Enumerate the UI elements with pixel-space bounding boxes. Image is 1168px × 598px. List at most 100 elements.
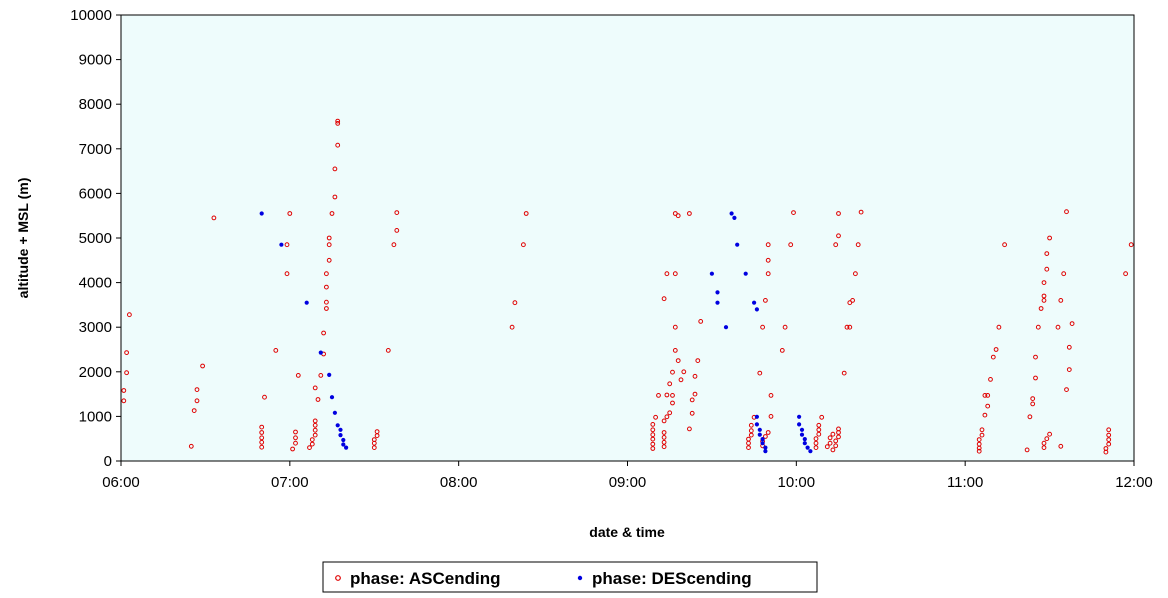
descending-point xyxy=(743,271,748,276)
ascending-point xyxy=(985,403,991,409)
ascending-point xyxy=(816,422,822,428)
ascending-point xyxy=(650,422,656,427)
descending-point xyxy=(318,350,323,355)
ascending-point xyxy=(385,348,391,353)
ascending-point xyxy=(1064,209,1069,215)
ascending-point xyxy=(672,348,678,353)
ascending-point xyxy=(512,300,518,306)
descending-point xyxy=(763,449,768,454)
ascending-point xyxy=(689,397,695,403)
ascending-point xyxy=(1041,440,1047,446)
plot-area-background xyxy=(120,14,1135,462)
ascending-point xyxy=(1041,445,1047,451)
descending-point xyxy=(341,437,346,443)
ascending-point xyxy=(813,440,819,446)
descending-point xyxy=(732,215,737,220)
ascending-point xyxy=(982,393,988,398)
ascending-point xyxy=(1041,298,1047,303)
ascending-point xyxy=(979,427,985,433)
ascending-point xyxy=(681,369,687,375)
ascending-point xyxy=(259,430,265,435)
ascending-point xyxy=(847,300,853,306)
ascending-point xyxy=(692,373,698,379)
ascending-point xyxy=(816,427,822,433)
ascending-point xyxy=(985,393,991,398)
descending-point xyxy=(757,427,762,432)
ascending-point xyxy=(836,233,841,239)
ascending-point xyxy=(833,443,839,449)
ascending-point xyxy=(765,271,771,277)
x-tick-label: 06:00 xyxy=(102,474,140,491)
ascending-point xyxy=(664,271,670,277)
ascending-point xyxy=(1033,375,1038,381)
ascending-point xyxy=(1035,324,1041,330)
ascending-point xyxy=(819,414,825,420)
ascending-point xyxy=(1123,271,1128,277)
ascending-point xyxy=(695,358,701,364)
ascending-point xyxy=(259,439,265,445)
ascending-point xyxy=(1033,354,1038,360)
descending-point xyxy=(327,372,332,377)
ascending-point xyxy=(312,418,318,424)
x-tick-label: 07:00 xyxy=(271,474,309,491)
descending-point xyxy=(709,271,715,276)
ascending-point xyxy=(748,428,754,434)
ascending-point xyxy=(284,242,290,248)
ascending-point xyxy=(1066,367,1072,373)
ascending-point xyxy=(335,121,341,126)
ascending-point xyxy=(371,437,377,443)
ascending-point xyxy=(326,242,332,248)
ascending-point xyxy=(1106,432,1112,438)
ascending-point xyxy=(779,348,785,353)
ascending-point xyxy=(661,439,667,445)
ascending-point xyxy=(847,324,853,330)
y-tick-label: 0 xyxy=(104,453,112,470)
ascending-point xyxy=(650,436,656,442)
ascending-point xyxy=(746,445,751,451)
ascending-point xyxy=(661,296,667,302)
ascending-point xyxy=(836,434,841,440)
ascending-point xyxy=(1047,235,1052,241)
descending-point xyxy=(797,422,802,427)
ascending-point xyxy=(687,426,692,432)
y-tick-label: 4000 xyxy=(79,275,112,292)
ascending-point xyxy=(509,324,515,330)
legend-descending-label: phase: DEScending xyxy=(592,569,752,588)
ascending-point xyxy=(293,435,298,441)
ascending-point xyxy=(262,394,267,400)
ascending-point xyxy=(295,373,301,378)
descending-point xyxy=(754,307,760,312)
ascending-point xyxy=(675,213,681,219)
ascending-point xyxy=(374,429,380,435)
ascending-point xyxy=(833,438,839,444)
x-tick-label: 10:00 xyxy=(778,474,816,491)
ascending-point xyxy=(290,446,296,452)
ascending-point xyxy=(827,435,833,441)
ascending-point xyxy=(1058,443,1064,449)
ascending-point xyxy=(332,194,338,200)
x-tick-label: 12:00 xyxy=(1115,474,1153,491)
ascending-point xyxy=(259,424,265,430)
ascending-point xyxy=(326,257,332,263)
y-tick-label: 7000 xyxy=(79,141,112,158)
descending-point xyxy=(329,395,335,400)
ascending-point xyxy=(853,271,858,277)
ascending-point xyxy=(988,377,993,382)
ascending-point xyxy=(757,370,763,376)
ascending-point xyxy=(850,298,855,303)
ascending-point xyxy=(650,427,656,433)
ascending-point xyxy=(273,348,279,353)
ascending-point xyxy=(329,211,335,216)
ascending-point xyxy=(813,445,819,451)
ascending-point xyxy=(1030,396,1036,402)
y-tick-label: 8000 xyxy=(79,96,112,113)
x-tick-label: 11:00 xyxy=(947,474,983,491)
ascending-point xyxy=(782,324,788,330)
x-tick-label: 09:00 xyxy=(609,474,647,491)
descending-point xyxy=(304,300,309,305)
descending-point xyxy=(259,211,264,216)
descending-point xyxy=(335,423,340,428)
legend-descending-marker xyxy=(577,575,583,581)
ascending-point xyxy=(765,257,771,263)
ascending-point xyxy=(321,330,327,336)
